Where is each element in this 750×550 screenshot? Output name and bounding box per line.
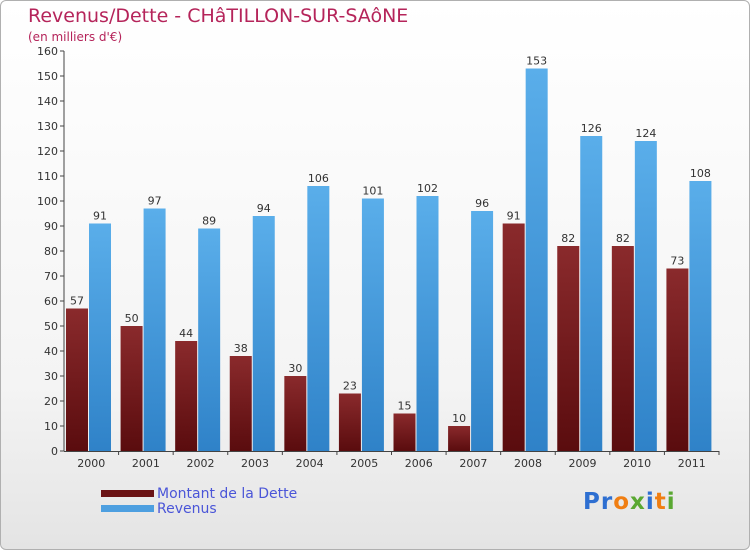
x-tick-label: 2007 [459,457,487,470]
data-label-dette: 91 [507,210,521,223]
bar-revenus [416,196,439,451]
y-tick-label: 30 [44,370,58,383]
chart-subtitle: (en milliers d'€) [28,30,123,44]
data-label-revenus: 108 [690,167,711,180]
bar-revenus [307,186,330,451]
data-label-dette: 73 [670,255,684,268]
data-label-dette: 23 [343,380,357,393]
bar-revenus [198,228,221,451]
y-tick-label: 130 [37,120,58,133]
bar-dette [229,356,252,451]
y-tick-label: 160 [37,45,58,58]
data-label-revenus: 106 [308,172,329,185]
legend-label-revenus: Revenus [157,500,217,517]
y-tick-label: 90 [44,220,58,233]
x-tick-label: 2006 [405,457,433,470]
bar-dette [393,413,416,451]
axes: 0 10 20 30 40 50 60 70 80 90 100 110 120 130 140 150 160… [37,45,720,470]
legend-item-revenus: Revenus [101,500,297,517]
bar-dette [557,246,580,451]
bar-dette [448,426,471,451]
data-label-revenus: 101 [362,185,383,198]
data-label-revenus: 124 [635,127,656,140]
bar-revenus [361,198,384,451]
bar-dette [120,326,143,451]
y-tick-label: 20 [44,395,58,408]
x-tick-label: 2011 [678,457,706,470]
data-label-dette: 82 [561,232,575,245]
data-label-revenus: 97 [148,195,162,208]
data-label-revenus: 91 [93,210,107,223]
legend-label-dette: Montant de la Dette [157,485,298,502]
x-tick-label: 2001 [132,457,160,470]
bar-revenus [252,216,275,451]
legend: Montant de la Dette Revenus [101,485,298,517]
data-label-revenus: 96 [475,197,489,210]
x-tick-label: 2000 [77,457,105,470]
legend-swatch-revenus [101,505,154,512]
y-tick-label: 120 [37,145,58,158]
y-tick-label: 40 [44,345,58,358]
bar-revenus [689,181,712,451]
data-label-revenus: 153 [526,55,547,68]
bar-revenus [634,141,657,451]
y-tick-label: 80 [44,245,58,258]
bar-revenus [143,208,166,451]
y-tick-label: 150 [37,70,58,83]
x-tick-label: 2003 [241,457,269,470]
bar-revenus [471,211,494,451]
y-tick-label: 0 [51,445,58,458]
bar-revenus [580,136,603,451]
bar-dette [666,268,689,451]
y-tick-label: 110 [37,170,58,183]
data-label-revenus: 102 [417,182,438,195]
x-tick-label: 2009 [569,457,597,470]
chart-title: Revenus/Dette - CHâTILLON-SUR-SAôNE [28,5,409,27]
x-tick-label: 2008 [514,457,542,470]
x-tick-label: 2002 [186,457,214,470]
data-label-revenus: 94 [257,202,271,215]
data-label-dette: 82 [616,232,630,245]
bar-dette [175,341,198,451]
legend-item-dette: Montant de la Dette [101,485,298,502]
bar-dette [502,223,525,451]
y-tick-label: 60 [44,295,58,308]
y-tick-label: 50 [44,320,58,333]
data-labels: 57 91 50 97 44 89 38 94 30 106 23 101 15 102 10 96 91 153… [70,55,711,426]
proxiti-logo: Proxiti [583,489,676,515]
data-label-dette: 10 [452,412,466,425]
data-label-dette: 57 [70,295,84,308]
bar-revenus [525,68,548,451]
x-tick-label: 2005 [350,457,378,470]
bars [66,68,712,451]
bar-dette [338,393,361,451]
data-label-dette: 50 [125,312,139,325]
y-tick-label: 70 [44,270,58,283]
y-tick-label: 10 [44,420,58,433]
data-label-dette: 44 [179,327,193,340]
data-label-dette: 15 [398,400,412,413]
x-tick-label: 2010 [623,457,651,470]
y-tick-label: 140 [37,95,58,108]
data-label-revenus: 89 [202,215,216,228]
y-tick-label: 100 [37,195,58,208]
legend-swatch-dette [101,490,154,497]
data-label-revenus: 126 [581,122,602,135]
data-label-dette: 30 [288,362,302,375]
x-tick-label: 2004 [296,457,324,470]
bar-dette [611,246,634,451]
data-label-dette: 38 [234,342,248,355]
bar-dette [284,376,307,451]
bar-dette [66,308,88,451]
bar-revenus [89,223,111,451]
